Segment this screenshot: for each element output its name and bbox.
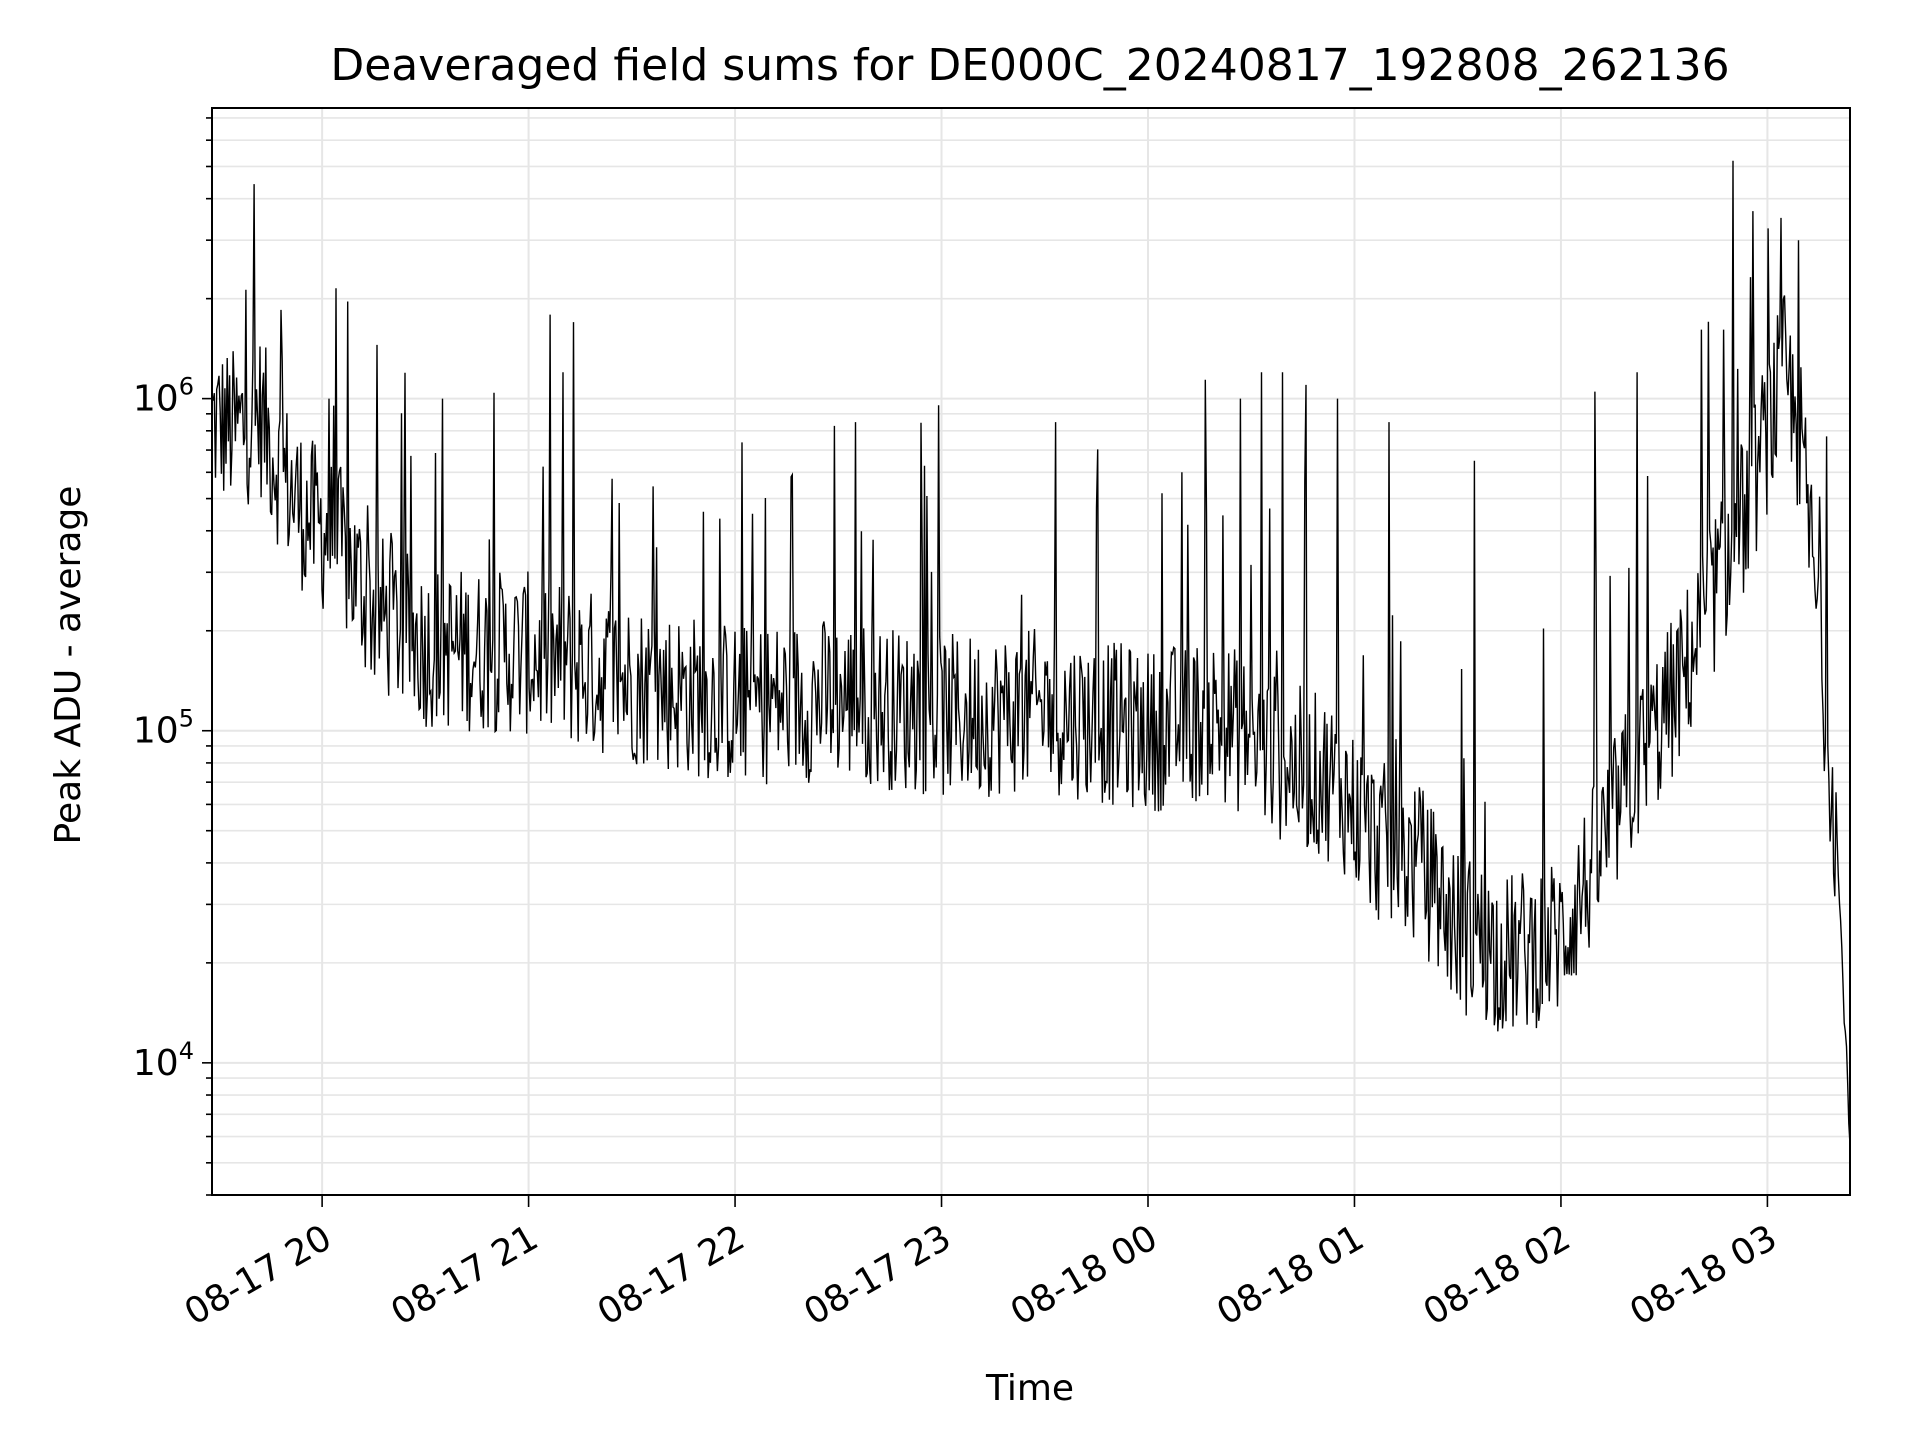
x-axis-label: Time xyxy=(985,1368,1074,1409)
series-line xyxy=(211,160,1851,1145)
y-tick-label: 106 xyxy=(133,373,194,420)
y-tick-label: 104 xyxy=(133,1037,194,1084)
plot-frame xyxy=(211,107,1851,1196)
chart-title: Deaveraged field sums for DE000C_2024081… xyxy=(330,40,1729,91)
y-axis-label: Peak ADU - average xyxy=(48,486,89,845)
y-tick-label: 105 xyxy=(133,705,194,752)
series-layer xyxy=(211,160,1851,1145)
grid xyxy=(212,108,1850,1196)
